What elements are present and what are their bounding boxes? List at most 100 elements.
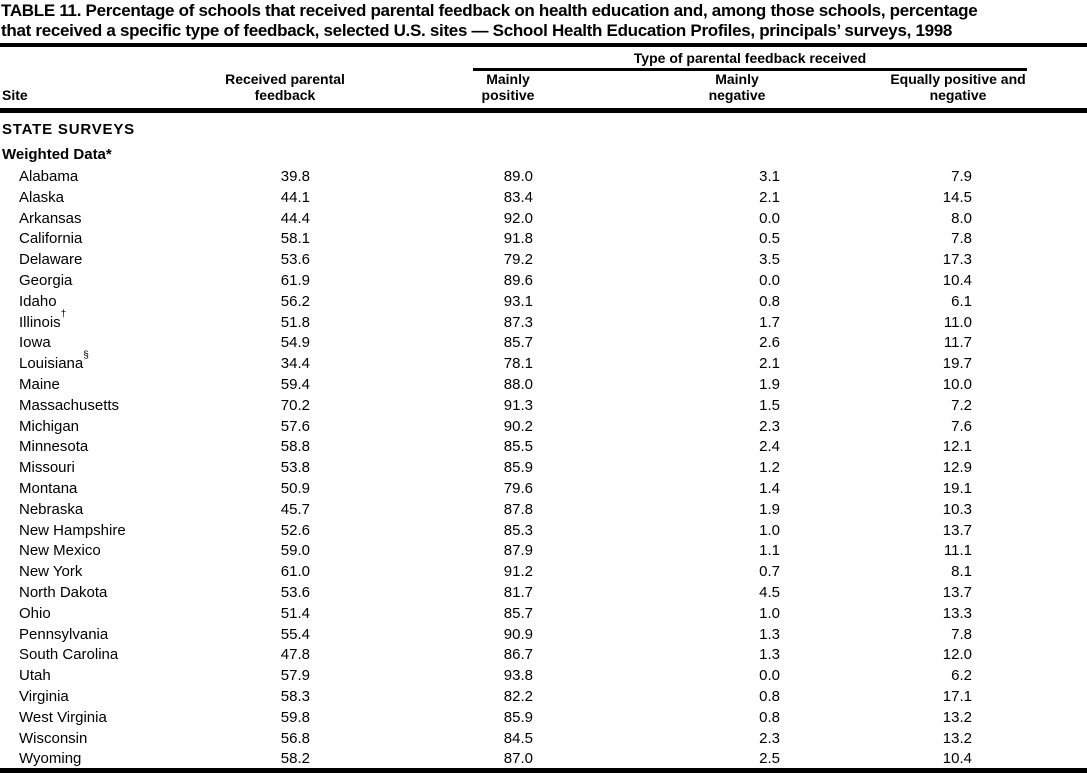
site-name: Alabama bbox=[19, 168, 79, 185]
site-cell: New Hampshire bbox=[0, 521, 190, 542]
section-label-weighted-data: Weighted Data* bbox=[2, 146, 112, 163]
value-cell: 87.0 bbox=[503, 750, 533, 768]
spanner-header: Type of parental feedback received bbox=[473, 51, 1027, 71]
table-row: California 58.1 91.8 0.5 7.8 bbox=[0, 229, 1087, 250]
value-cell: 2.5 bbox=[759, 750, 780, 768]
site-cell: Ohio bbox=[0, 604, 190, 625]
value-cell: 78.1 bbox=[503, 355, 533, 373]
row-filler bbox=[972, 375, 1087, 396]
value-cell: 53.6 bbox=[280, 251, 310, 269]
value-cell: 53.8 bbox=[280, 459, 310, 477]
site-name: Alaska bbox=[19, 188, 65, 206]
row-filler bbox=[972, 396, 1087, 417]
value-cell: 2.3 bbox=[759, 417, 780, 435]
value-cell: 1.3 bbox=[759, 625, 780, 643]
site-name: New Hampshire bbox=[19, 521, 126, 539]
value-cell: 52.6 bbox=[280, 521, 310, 539]
value-cell: 19.1 bbox=[942, 479, 972, 497]
table-row: South Carolina 47.8 86.7 1.3 12.0 bbox=[0, 645, 1087, 666]
site-cell: Pennsylvania bbox=[0, 625, 190, 646]
value-cell: 84.5 bbox=[503, 729, 533, 747]
value-cell: 0.0 bbox=[759, 667, 780, 685]
value-cell: 57.9 bbox=[280, 667, 310, 685]
site-cell: Nebraska bbox=[0, 500, 190, 521]
value-cell: 1.9 bbox=[759, 500, 780, 518]
table-row: Arkansas 44.4 92.0 0.0 8.0 bbox=[0, 209, 1087, 230]
value-cell: 90.2 bbox=[503, 417, 533, 435]
row-filler bbox=[972, 666, 1087, 687]
value-cell: 55.4 bbox=[280, 625, 310, 643]
site-name: Missouri bbox=[19, 459, 75, 477]
value-cell: 87.8 bbox=[503, 500, 533, 518]
site-name: Utah bbox=[19, 667, 51, 685]
value-cell: 85.9 bbox=[503, 459, 533, 477]
row-filler bbox=[972, 333, 1087, 354]
value-cell: 17.3 bbox=[942, 251, 972, 269]
value-cell: 3.5 bbox=[759, 251, 780, 269]
column-header-site: Site bbox=[2, 87, 28, 103]
value-cell: 34.4 bbox=[280, 355, 310, 373]
site-cell: Delaware bbox=[0, 250, 190, 271]
table-row: New York 61.0 91.2 0.7 8.1 bbox=[0, 562, 1087, 583]
value-cell: 51.8 bbox=[280, 313, 310, 331]
row-filler bbox=[972, 583, 1087, 604]
site-name: Pennsylvania bbox=[19, 625, 109, 643]
table-row: Wyoming 58.2 87.0 2.5 10.4 bbox=[0, 749, 1087, 770]
value-cell: 91.8 bbox=[503, 230, 533, 248]
site-name: New Mexico bbox=[19, 542, 101, 560]
value-cell: 0.7 bbox=[759, 563, 780, 581]
value-cell: 7.8 bbox=[951, 230, 972, 248]
value-cell: 89.6 bbox=[503, 271, 533, 289]
value-cell: 0.0 bbox=[759, 271, 780, 289]
table-row: West Virginia 59.8 85.9 0.8 13.2 bbox=[0, 708, 1087, 729]
row-filler bbox=[972, 167, 1087, 188]
site-cell: Virginia bbox=[0, 687, 190, 708]
table-row: Ohio 51.4 85.7 1.0 13.3 bbox=[0, 604, 1087, 625]
value-cell: 11.1 bbox=[943, 542, 972, 560]
table-row: Massachusetts 70.2 91.3 1.5 7.2 bbox=[0, 396, 1087, 417]
table-row: Missouri 53.8 85.9 1.2 12.9 bbox=[0, 458, 1087, 479]
value-cell: 61.9 bbox=[280, 271, 310, 289]
site-cell: New Mexico bbox=[0, 541, 190, 562]
site-name: Illinois bbox=[19, 313, 61, 331]
value-cell: 13.7 bbox=[942, 583, 972, 601]
site-name: Virginia bbox=[19, 687, 69, 705]
value-cell: 91.3 bbox=[503, 396, 533, 414]
table-row: Delaware 53.6 79.2 3.5 17.3 bbox=[0, 250, 1087, 271]
value-cell: 51.4 bbox=[280, 604, 310, 622]
row-filler bbox=[972, 458, 1087, 479]
site-cell: Alabama bbox=[0, 167, 190, 188]
site-cell: New York bbox=[0, 562, 190, 583]
value-cell: 1.4 bbox=[759, 479, 780, 497]
row-filler bbox=[972, 521, 1087, 542]
table-row: Montana 50.9 79.6 1.4 19.1 bbox=[0, 479, 1087, 500]
site-cell: Louisiana§ bbox=[0, 351, 190, 375]
value-cell: 13.2 bbox=[942, 729, 972, 747]
value-cell: 59.8 bbox=[280, 708, 310, 726]
value-cell: 83.4 bbox=[503, 188, 533, 206]
table-title-line1: TABLE 11. Percentage of schools that rec… bbox=[1, 1, 978, 20]
row-filler bbox=[972, 209, 1087, 230]
value-cell: 11.7 bbox=[943, 334, 972, 352]
site-name: Massachusetts bbox=[19, 396, 120, 414]
site-name: New York bbox=[19, 563, 83, 581]
table-header: Type of parental feedback received Site … bbox=[0, 47, 1087, 108]
site-name: Minnesota bbox=[19, 438, 89, 456]
table-row: New Hampshire 52.6 85.3 1.0 13.7 bbox=[0, 521, 1087, 542]
value-cell: 81.7 bbox=[503, 583, 533, 601]
value-cell: 92.0 bbox=[503, 209, 533, 227]
value-cell: 82.2 bbox=[503, 687, 533, 705]
site-name: Idaho bbox=[19, 292, 57, 310]
value-cell: 7.8 bbox=[951, 625, 972, 643]
value-cell: 7.6 bbox=[951, 417, 972, 435]
value-cell: 1.2 bbox=[759, 459, 780, 477]
value-cell: 70.2 bbox=[280, 396, 310, 414]
value-cell: 0.8 bbox=[759, 292, 780, 310]
site-name: Arkansas bbox=[19, 209, 82, 227]
site-cell: Utah bbox=[0, 666, 190, 687]
column-header-mainly-negative: Mainly negative bbox=[708, 71, 766, 103]
value-cell: 57.6 bbox=[280, 417, 310, 435]
value-cell: 44.1 bbox=[280, 188, 310, 206]
row-filler bbox=[972, 708, 1087, 729]
